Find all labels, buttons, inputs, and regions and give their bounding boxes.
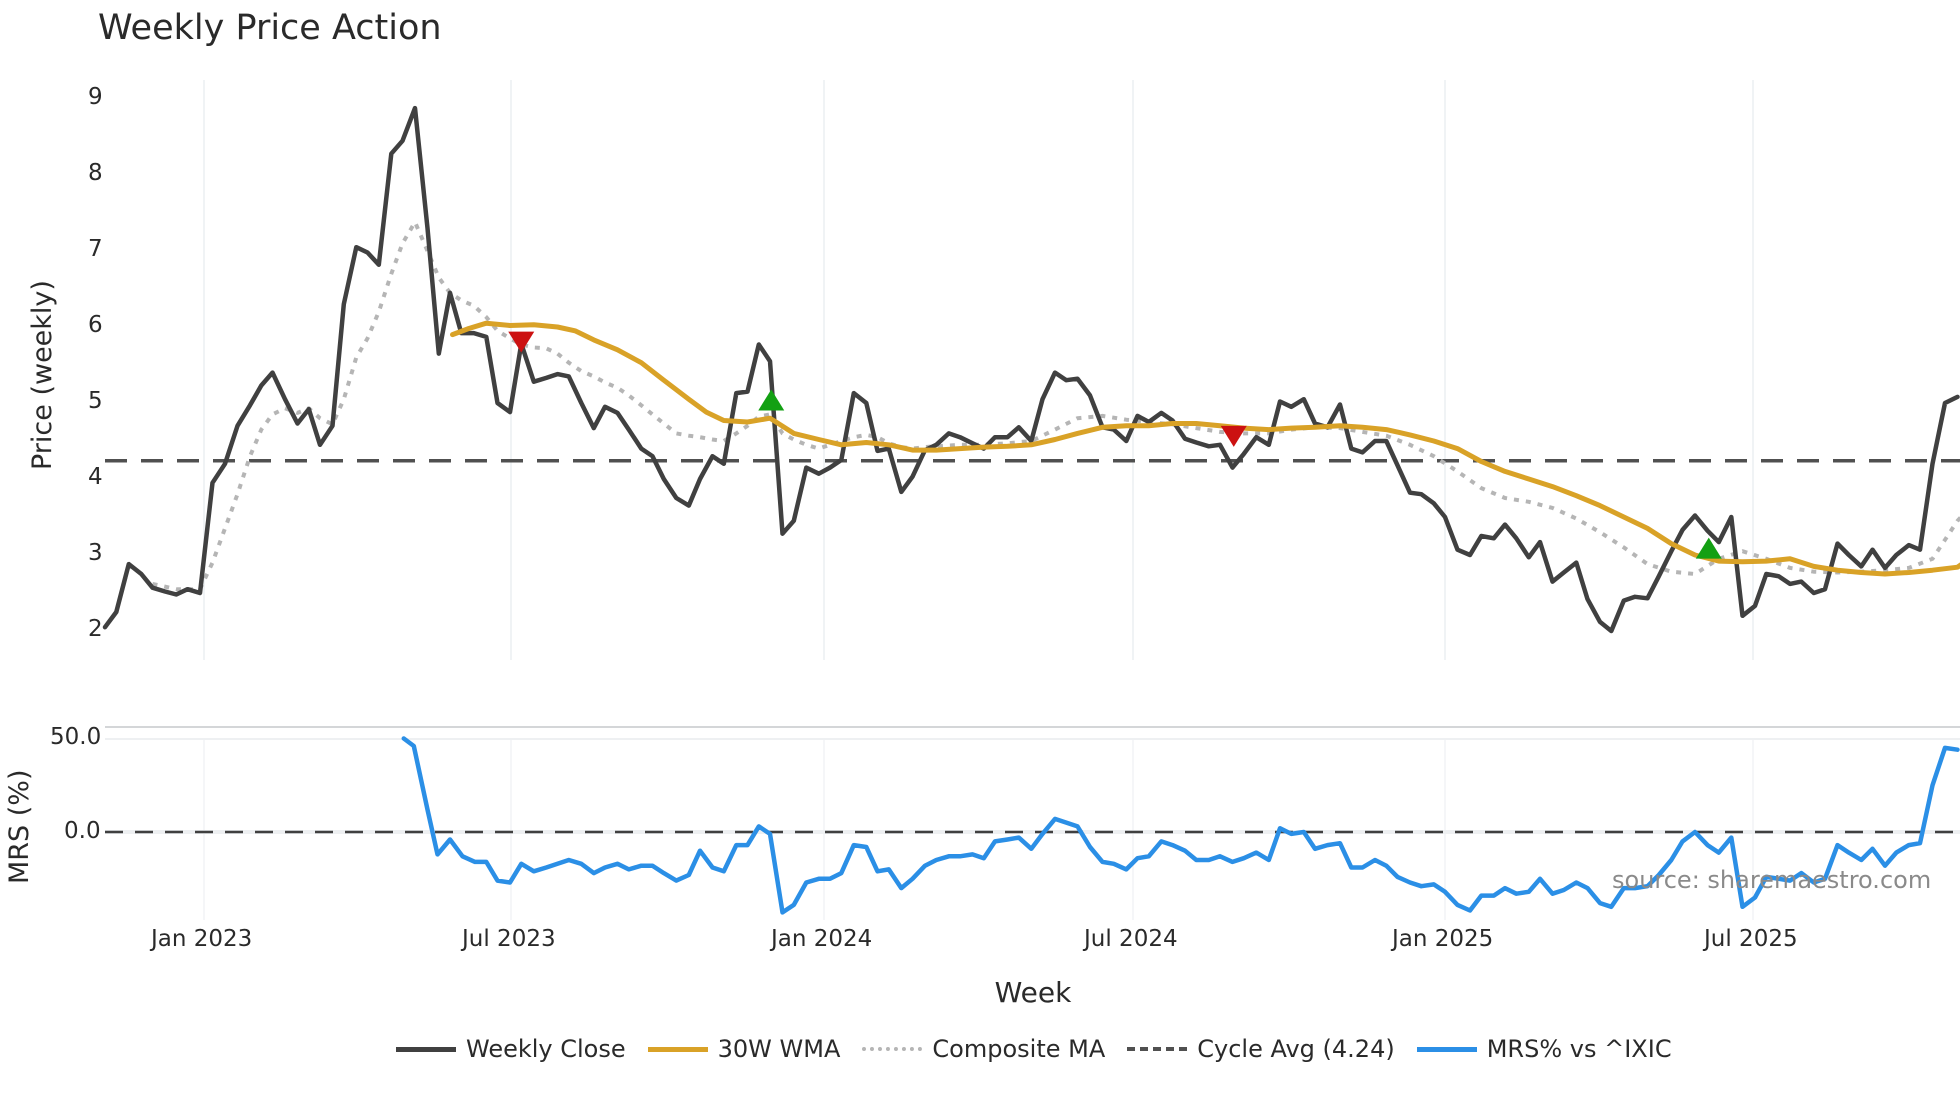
solid-line-icon (396, 1046, 456, 1052)
mrs-y-axis-label: MRS (%) (4, 769, 35, 885)
legend-label: Weekly Close (466, 1035, 626, 1063)
xtick: Jan 2023 (151, 926, 253, 952)
price-ytick: 6 (88, 312, 103, 338)
price-ytick: 4 (88, 464, 103, 490)
xtick: Jul 2023 (462, 926, 556, 952)
xtick: Jul 2025 (1704, 926, 1798, 952)
price-ytick: 9 (88, 84, 103, 110)
price-ytick: 8 (88, 160, 103, 186)
source-watermark: source: sharemaestro.com (1612, 866, 1932, 894)
sell-signal-marker-icon (508, 331, 535, 353)
legend-label: Composite MA (932, 1035, 1106, 1063)
x-axis-label: Week (994, 976, 1072, 1009)
legend-item-mrs[interactable]: MRS% vs ^IXIC (1416, 1035, 1672, 1063)
dashed-line-icon (1127, 1047, 1188, 1051)
legend-item-weekly-close[interactable]: Weekly Close (396, 1035, 626, 1063)
price-plot (102, 105, 1960, 634)
price-ytick: 3 (88, 540, 103, 566)
legend-item-composite-ma[interactable]: Composite MA (862, 1035, 1105, 1063)
price-ytick: 5 (88, 388, 103, 414)
legend-label: Cycle Avg (4.24) (1197, 1035, 1395, 1063)
mrs-plot (105, 736, 1960, 915)
dotted-line-icon (862, 1047, 923, 1051)
mrs-ytick: 50.0 (50, 724, 102, 750)
solid-line-icon (1416, 1046, 1477, 1052)
mrs-ytick: 0.0 (64, 818, 101, 844)
sell-signal-marker-icon (1220, 425, 1247, 447)
price-ytick: 2 (88, 616, 103, 642)
buy-signal-marker-icon (1695, 537, 1722, 559)
legend: Weekly Close 30W WMA Composite MA Cycle … (396, 1035, 1694, 1063)
solid-line-icon (647, 1046, 708, 1052)
xtick: Jan 2024 (771, 926, 873, 952)
buy-signal-marker-icon (758, 389, 785, 411)
price-ytick: 7 (88, 236, 103, 262)
legend-item-30w-wma[interactable]: 30W WMA (647, 1035, 841, 1063)
xtick: Jul 2024 (1084, 926, 1178, 952)
price-y-axis-label: Price (weekly) (27, 280, 58, 470)
chart-title: Weekly Price Action (98, 8, 442, 48)
legend-item-cycle-avg[interactable]: Cycle Avg (4.24) (1127, 1035, 1395, 1063)
legend-label: MRS% vs ^IXIC (1486, 1035, 1672, 1063)
legend-label: 30W WMA (717, 1035, 841, 1063)
xtick: Jan 2025 (1392, 926, 1494, 952)
